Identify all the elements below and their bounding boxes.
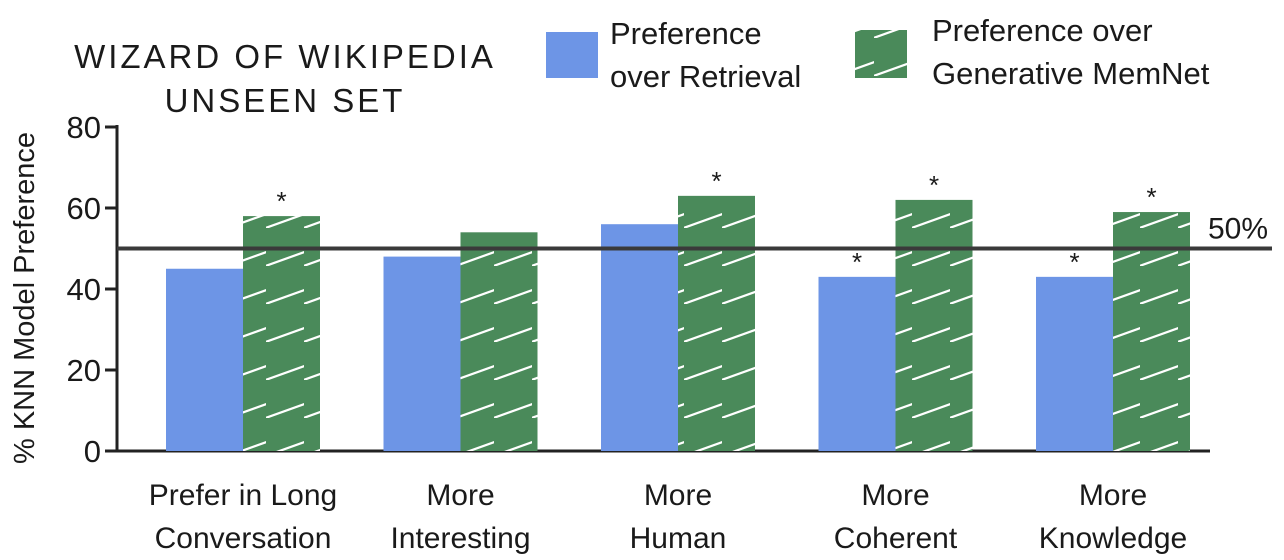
legend-label-memnet-line-1: Preference over bbox=[932, 13, 1153, 48]
bar-retrieval-2 bbox=[601, 224, 678, 451]
bar-memnet-0 bbox=[243, 216, 320, 451]
bar-memnet-4 bbox=[1113, 212, 1190, 451]
category-label-3-line-2: Coherent bbox=[834, 522, 958, 555]
bar-retrieval-1 bbox=[383, 256, 461, 451]
category-label-2-line-1: More bbox=[644, 479, 712, 512]
significance-star-memnet-4: * bbox=[1146, 182, 1156, 212]
bar-retrieval-4 bbox=[1036, 276, 1113, 451]
category-label-1-line-1: More bbox=[426, 479, 494, 512]
y-tick-label-0: 0 bbox=[84, 434, 101, 469]
bar-retrieval-0 bbox=[166, 268, 243, 451]
bar-memnet-3 bbox=[895, 199, 973, 451]
category-label-1-line-2: Interesting bbox=[390, 522, 530, 555]
category-label-0-line-1: Prefer in Long bbox=[149, 479, 337, 512]
y-tick-label-80: 80 bbox=[67, 110, 101, 145]
significance-star-retrieval-3: * bbox=[852, 247, 862, 277]
legend-label-memnet-line-2: Generative MemNet bbox=[932, 56, 1210, 91]
bar-memnet-1 bbox=[460, 232, 538, 451]
legend-swatch-memnet bbox=[855, 30, 907, 78]
reference-line-label: 50% bbox=[1208, 213, 1268, 246]
legend-label-retrieval-line-1: Preference bbox=[610, 16, 762, 51]
category-label-2-line-2: Human bbox=[630, 522, 727, 555]
category-labels: Prefer in Long Conversation More Interestin… bbox=[149, 479, 1187, 555]
legend-label-retrieval-line-2: over Retrieval bbox=[610, 59, 801, 94]
category-label-3-line-1: More bbox=[861, 479, 929, 512]
y-tick-label-60: 60 bbox=[67, 191, 101, 226]
significance-star-memnet-2: * bbox=[711, 166, 721, 196]
significance-star-retrieval-4: * bbox=[1069, 247, 1079, 277]
bars bbox=[166, 195, 1190, 451]
y-tick-label-20: 20 bbox=[67, 353, 101, 388]
y-tick-label-40: 40 bbox=[67, 272, 101, 307]
category-label-4-line-1: More bbox=[1079, 479, 1147, 512]
chart-title-line-1: WIZARD OF WIKIPEDIA bbox=[74, 38, 496, 75]
y-axis-label: % KNN Model Preference bbox=[9, 132, 41, 464]
category-label-4-line-2: Knowledge bbox=[1039, 522, 1187, 555]
significance-star-memnet-0: * bbox=[276, 186, 286, 216]
bar-retrieval-3 bbox=[818, 276, 896, 451]
significance-markers: * * * * * * bbox=[276, 166, 1156, 277]
chart-title-line-2: UNSEEN SET bbox=[165, 82, 406, 119]
y-axis-ticks: 0 20 40 60 80 bbox=[67, 110, 117, 469]
legend-swatch-retrieval bbox=[546, 32, 598, 78]
reference-line-group: 50% bbox=[117, 213, 1272, 251]
bar-memnet-2 bbox=[678, 195, 755, 451]
category-label-0-line-2: Conversation bbox=[155, 522, 332, 555]
significance-star-memnet-3: * bbox=[929, 170, 939, 200]
